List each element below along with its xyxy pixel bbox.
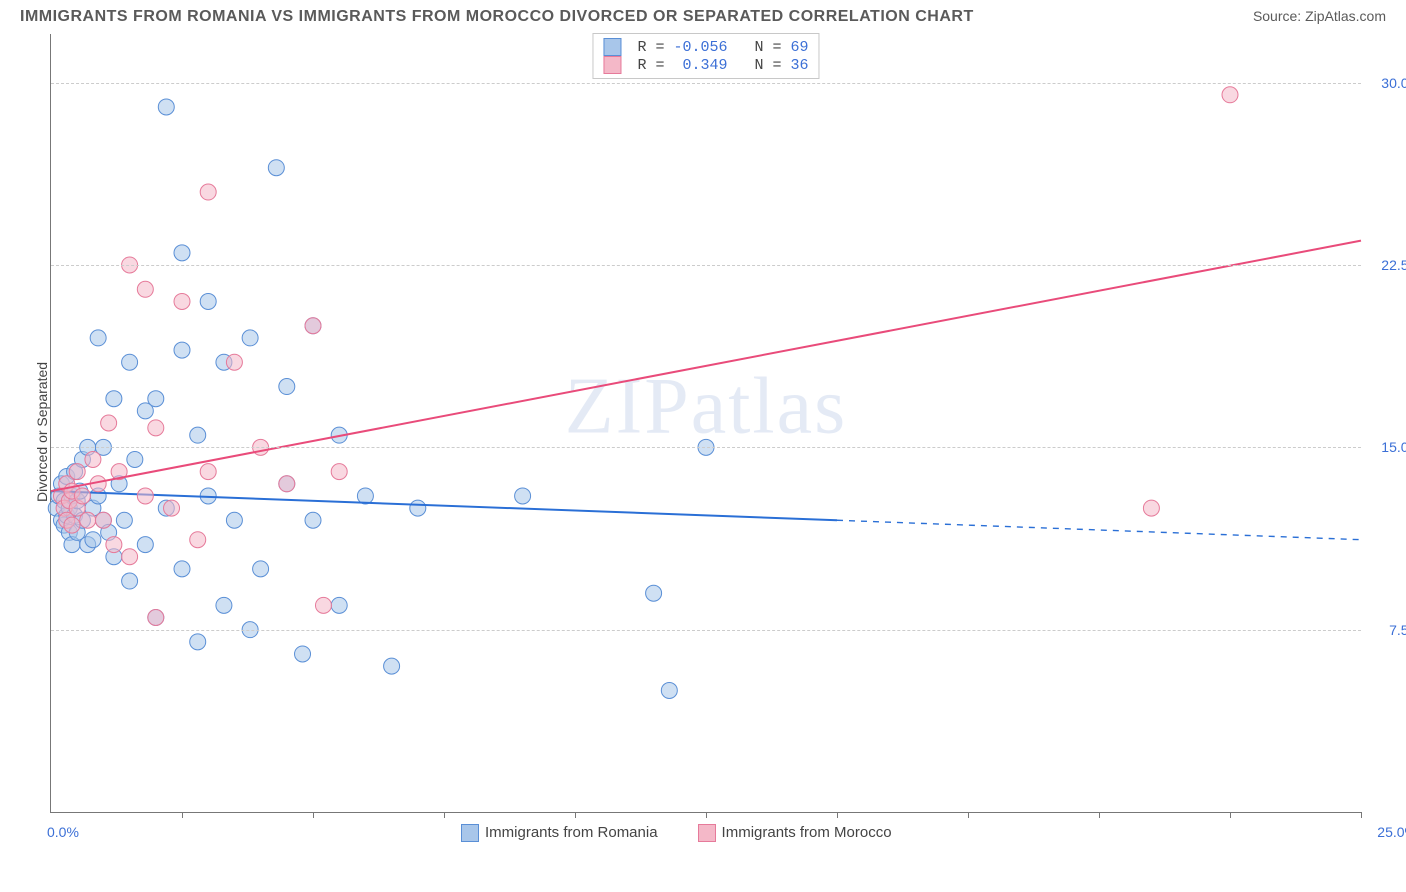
data-point-romania (253, 561, 269, 577)
gridline-h (51, 83, 1361, 84)
data-point-morocco (190, 532, 206, 548)
data-point-morocco (200, 184, 216, 200)
legend-row-morocco: R = 0.349 N = 36 (603, 56, 808, 74)
data-point-romania (646, 585, 662, 601)
data-point-romania (85, 532, 101, 548)
legend-swatch-morocco (603, 56, 621, 74)
data-point-romania (305, 512, 321, 528)
x-tick (1099, 812, 1100, 818)
data-point-romania (174, 342, 190, 358)
data-point-morocco (137, 281, 153, 297)
data-point-morocco (69, 464, 85, 480)
data-point-romania (279, 379, 295, 395)
data-point-morocco (279, 476, 295, 492)
data-point-morocco (137, 488, 153, 504)
bottom-legend-label: Immigrants from Romania (485, 824, 658, 841)
data-point-romania (242, 330, 258, 346)
data-point-morocco (226, 354, 242, 370)
y-tick-label: 30.0% (1381, 75, 1406, 91)
x-tick (706, 812, 707, 818)
swatch-icon (698, 824, 716, 842)
trendline-dash-romania (837, 520, 1361, 539)
correlation-legend: R = -0.056 N = 69R = 0.349 N = 36 (592, 33, 819, 79)
data-point-romania (268, 160, 284, 176)
data-point-morocco (1143, 500, 1159, 516)
data-point-morocco (305, 318, 321, 334)
data-point-romania (515, 488, 531, 504)
scatter-svg (51, 34, 1361, 812)
data-point-romania (122, 354, 138, 370)
data-point-morocco (74, 488, 90, 504)
data-point-romania (226, 512, 242, 528)
data-point-romania (331, 597, 347, 613)
data-point-romania (174, 561, 190, 577)
data-point-romania (190, 427, 206, 443)
legend-row-romania: R = -0.056 N = 69 (603, 38, 808, 56)
data-point-romania (295, 646, 311, 662)
data-point-romania (216, 597, 232, 613)
bottom-legend-item-romania: Immigrants from Romania (461, 824, 658, 842)
data-point-morocco (164, 500, 180, 516)
data-point-morocco (101, 415, 117, 431)
bottom-legend-item-morocco: Immigrants from Morocco (698, 824, 892, 842)
data-point-morocco (122, 549, 138, 565)
data-point-morocco (64, 517, 80, 533)
data-point-romania (137, 537, 153, 553)
x-end-label: 25.0% (1377, 824, 1406, 840)
x-tick (182, 812, 183, 818)
bottom-legend-label: Immigrants from Morocco (722, 824, 892, 841)
data-point-romania (410, 500, 426, 516)
y-tick-label: 22.5% (1381, 257, 1406, 273)
data-point-romania (158, 99, 174, 115)
x-tick (444, 812, 445, 818)
x-tick (968, 812, 969, 818)
data-point-romania (661, 682, 677, 698)
data-point-morocco (174, 293, 190, 309)
source-label: Source: ZipAtlas.com (1253, 8, 1386, 24)
x-tick (1361, 812, 1362, 818)
data-point-romania (190, 634, 206, 650)
gridline-h (51, 630, 1361, 631)
gridline-h (51, 265, 1361, 266)
x-origin-label: 0.0% (47, 824, 79, 840)
data-point-romania (106, 391, 122, 407)
data-point-romania (174, 245, 190, 261)
gridline-h (51, 447, 1361, 448)
plot-container: Divorced or Separated ZIPatlas R = -0.05… (50, 34, 1386, 813)
data-point-romania (90, 330, 106, 346)
data-point-morocco (200, 464, 216, 480)
y-tick-label: 7.5% (1389, 622, 1406, 638)
data-point-morocco (148, 610, 164, 626)
x-tick (837, 812, 838, 818)
data-point-morocco (1222, 87, 1238, 103)
x-tick (1230, 812, 1231, 818)
data-point-romania (122, 573, 138, 589)
y-axis-label: Divorced or Separated (34, 361, 50, 501)
data-point-romania (384, 658, 400, 674)
data-point-romania (127, 451, 143, 467)
plot-area: ZIPatlas R = -0.056 N = 69R = 0.349 N = … (50, 34, 1361, 813)
data-point-romania (116, 512, 132, 528)
data-point-morocco (95, 512, 111, 528)
data-point-morocco (315, 597, 331, 613)
data-point-morocco (331, 464, 347, 480)
data-point-morocco (85, 451, 101, 467)
data-point-romania (148, 391, 164, 407)
x-tick (575, 812, 576, 818)
data-point-romania (200, 293, 216, 309)
x-tick (313, 812, 314, 818)
data-point-morocco (106, 537, 122, 553)
chart-title: IMMIGRANTS FROM ROMANIA VS IMMIGRANTS FR… (20, 8, 974, 26)
data-point-morocco (148, 420, 164, 436)
swatch-icon (461, 824, 479, 842)
data-point-morocco (80, 512, 96, 528)
legend-swatch-romania (603, 38, 621, 56)
bottom-legend: Immigrants from Romania Immigrants from M… (461, 824, 892, 842)
y-tick-label: 15.0% (1381, 439, 1406, 455)
